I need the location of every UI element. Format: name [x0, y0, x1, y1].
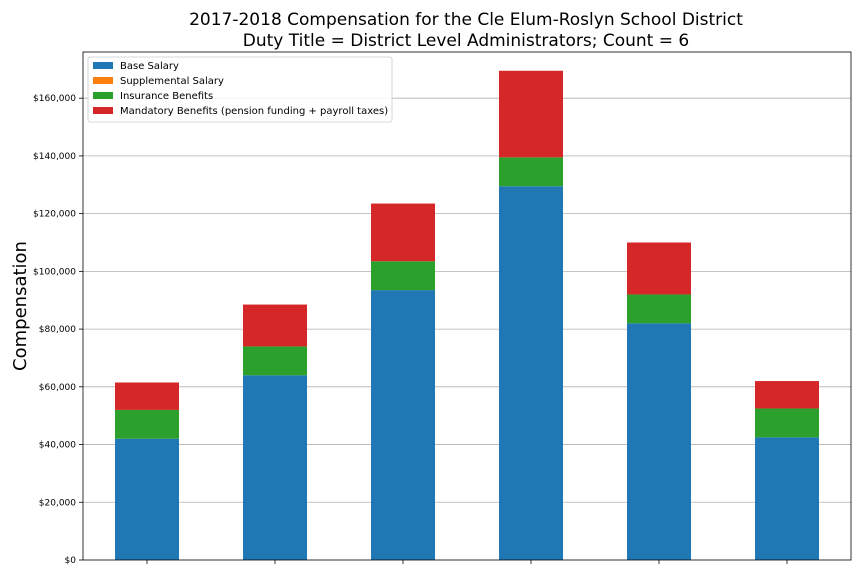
- bar-segment: [755, 437, 819, 560]
- y-tick-label: $80,000: [39, 325, 76, 335]
- bar-segment: [243, 375, 307, 560]
- chart-subtitle: Duty Title = District Level Administrato…: [243, 31, 689, 51]
- plot-frame: [82, 51, 852, 561]
- y-tick-label: $40,000: [39, 441, 76, 451]
- y-tick-label: $100,000: [33, 267, 76, 277]
- bar-segment: [755, 408, 819, 438]
- legend: Base Salary Supplemental Salary Insurance …: [87, 56, 393, 123]
- legend-swatch: [93, 62, 113, 69]
- bar-segment: [115, 438, 179, 560]
- bar-segment: [243, 346, 307, 376]
- legend-box: [87, 56, 393, 123]
- legend-label: Insurance Benefits: [120, 91, 213, 102]
- axes: $0 $20,000 $40,000 $60,000 $80,000 $100,000 $1…: [33, 51, 852, 566]
- y-tick-label: $20,000: [39, 498, 76, 508]
- legend-swatch: [93, 92, 113, 99]
- legend-swatch: [93, 77, 113, 84]
- y-tick-label: $120,000: [33, 210, 76, 220]
- y-tick-label: $140,000: [33, 152, 76, 162]
- bar-segment: [371, 290, 435, 560]
- bars: [115, 70, 819, 560]
- bar-segment: [627, 294, 691, 324]
- bar-segment: [115, 382, 179, 410]
- legend-swatch: [93, 107, 113, 114]
- bar-segment: [627, 323, 691, 560]
- bar-segment: [627, 242, 691, 295]
- bar-segment: [499, 70, 563, 158]
- legend-label: Mandatory Benefits (pension funding + pa…: [120, 106, 388, 117]
- bar-segment: [371, 261, 435, 291]
- bar-segment: [243, 304, 307, 347]
- legend-label: Base Salary: [120, 61, 179, 72]
- bar-segment: [371, 203, 435, 262]
- legend-label: Supplemental Salary: [120, 76, 224, 87]
- y-tick-label: $0: [65, 556, 77, 566]
- y-tick-label: $60,000: [39, 383, 76, 393]
- bar-segment: [755, 381, 819, 409]
- y-tick-label: $160,000: [33, 94, 76, 104]
- bar-segment: [115, 409, 179, 439]
- y-axis-label: Compensation: [10, 241, 31, 371]
- gridlines: [83, 97, 851, 503]
- chart-title: 2017-2018 Compensation for the Cle Elum-…: [189, 10, 743, 30]
- bar-segment: [499, 186, 563, 560]
- bar-segment: [499, 157, 563, 187]
